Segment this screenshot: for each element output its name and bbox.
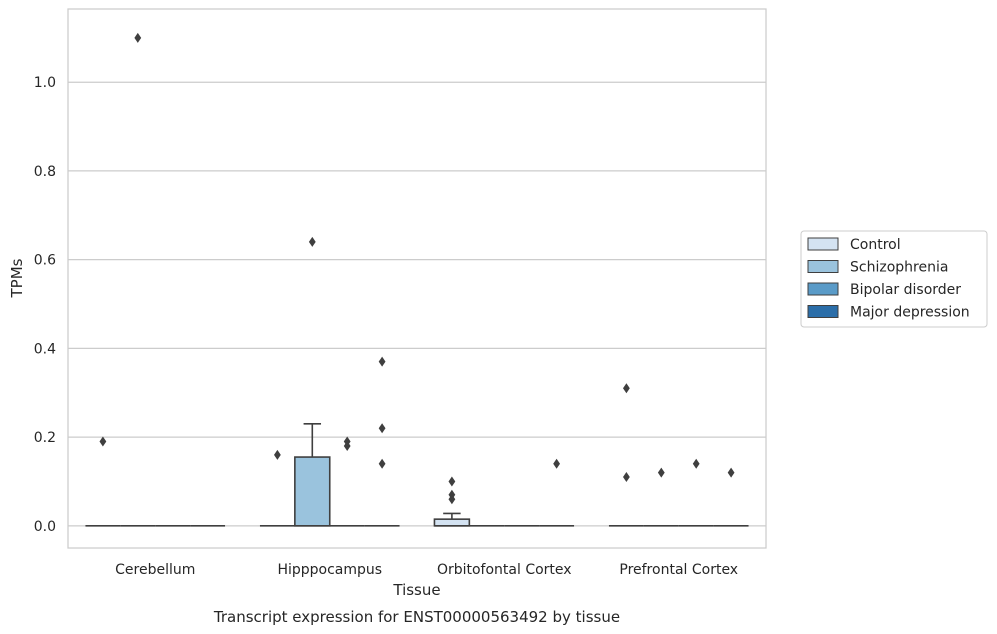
- legend-label: Major depression: [850, 305, 970, 321]
- outlier-point: [99, 436, 107, 447]
- outlier-point: [378, 458, 386, 469]
- outlier-point: [308, 236, 316, 247]
- legend-swatch: [807, 237, 839, 251]
- outlier-point: [274, 449, 281, 460]
- box-body: [294, 456, 331, 527]
- y-tick-label: 0.2: [34, 430, 56, 446]
- outlier-point: [448, 476, 456, 487]
- legend-swatch: [807, 305, 839, 318]
- legend-label: Control: [850, 237, 901, 253]
- x-tick-label: Prefrontal Cortex: [619, 562, 738, 578]
- outliers: [99, 32, 735, 505]
- outlier-point: [553, 458, 560, 469]
- plot-frame: [67, 8, 767, 549]
- x-tick-label: Cerebellum: [115, 562, 195, 578]
- legend: Control Schizophrenia Bipolar disorder Majo…: [800, 230, 988, 328]
- legend-label: Bipolar disorder: [850, 282, 961, 298]
- box-body: [433, 518, 471, 527]
- legend-swatch: [807, 282, 839, 296]
- outlier-point: [657, 467, 665, 478]
- outlier-point: [343, 440, 351, 451]
- outlier-point: [623, 472, 630, 483]
- chart-title: Transcript expression for ENST0000056349…: [213, 608, 620, 626]
- outlier-point: [378, 423, 386, 434]
- legend-swatch: [807, 260, 839, 273]
- outlier-point: [623, 383, 630, 394]
- x-axis-label: Tissue: [392, 581, 440, 599]
- legend-frame: [800, 230, 988, 328]
- outlier-point: [727, 467, 735, 478]
- outlier-point: [378, 356, 386, 367]
- x-tick-label: Orbitofontal Cortex: [437, 562, 572, 578]
- y-ticks: 0.0 0.2 0.4 0.6 0.8 1.0: [34, 75, 56, 535]
- y-tick-label: 1.0: [34, 75, 56, 91]
- outlier-point: [692, 458, 700, 469]
- boxes: [85, 422, 749, 527]
- y-tick-label: 0.8: [34, 164, 56, 180]
- outlier-point: [448, 494, 456, 505]
- outlier-point: [134, 32, 142, 43]
- x-ticks: Cerebellum Hipppocampus Orbitofontal Corte…: [115, 562, 738, 578]
- x-tick-label: Hipppocampus: [277, 562, 382, 578]
- y-tick-label: 0.6: [34, 253, 56, 269]
- y-axis-label: TPMs: [8, 258, 26, 298]
- y-tick-label: 0.4: [34, 341, 56, 357]
- legend-label: Schizophrenia: [850, 260, 948, 276]
- box-control: [433, 512, 471, 527]
- y-tick-label: 0.0: [34, 519, 56, 535]
- box-schizophrenia: [294, 422, 331, 527]
